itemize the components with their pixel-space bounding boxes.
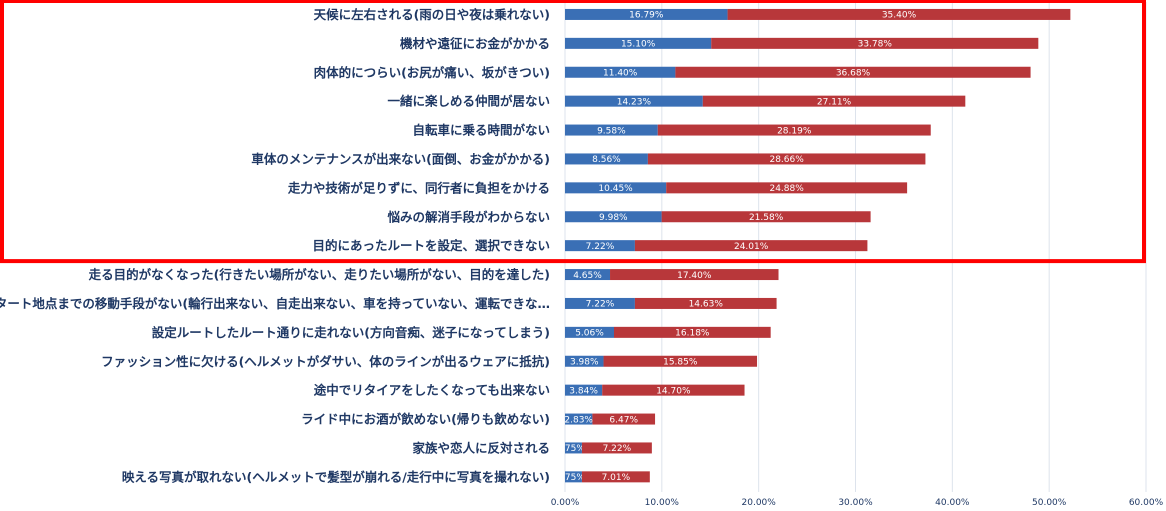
data-label: 7.22% xyxy=(603,444,632,454)
category-label: 一緒に楽しめる仲間が居ない xyxy=(387,94,550,109)
bar-segment-red xyxy=(602,384,745,396)
bar-segment-blue xyxy=(565,384,603,396)
data-label: 2.83% xyxy=(564,415,593,425)
bar-segment-blue xyxy=(565,211,662,223)
data-label: 28.66% xyxy=(769,155,804,165)
category-label: ライド中にお酒が飲めない(帰りも飲めない) xyxy=(301,412,550,427)
category-label: 肉体的につらい(お尻が痛い、坂がきつい) xyxy=(314,65,550,80)
data-label: 3.98% xyxy=(570,357,599,367)
bar-segment-blue xyxy=(565,297,635,309)
bar-segment-red xyxy=(661,211,871,223)
data-label: 16.79% xyxy=(629,11,664,21)
data-label: 7.22% xyxy=(586,242,615,252)
category-label: 走力や技術が足りずに、同行者に負担をかける xyxy=(288,180,550,195)
data-label: .75% xyxy=(562,473,585,483)
category-label: 設定ルートしたルート通りに走れない(方向音痴、迷子になってしまう) xyxy=(152,325,550,340)
bar-segment-blue xyxy=(565,182,667,194)
data-label: 35.40% xyxy=(882,11,917,21)
bar-segment-blue xyxy=(565,442,582,454)
data-label: 9.58% xyxy=(597,126,626,136)
bar-segment-red xyxy=(581,442,652,454)
bar-segment-red xyxy=(727,8,1071,20)
category-label: ファッション性に欠ける(ヘルメットがダサい、体のラインが出るウェアに抵抗) xyxy=(101,354,550,369)
data-label: 9.98% xyxy=(599,213,628,223)
data-label: 28.19% xyxy=(777,126,812,136)
data-label: 27.11% xyxy=(817,97,852,107)
bar-segment-red xyxy=(634,297,777,309)
category-label: 悩みの解消手段がわからない xyxy=(386,209,550,224)
data-label: 24.88% xyxy=(769,184,804,194)
data-label: 14.23% xyxy=(617,97,652,107)
bars: 16.79% 35.40% 15.10% 33.78% 11.40% 36.68% 14.2… xyxy=(562,8,1071,483)
data-label: 21.58% xyxy=(749,213,784,223)
bar-segment-blue xyxy=(565,355,604,367)
bar-segment-red xyxy=(702,95,966,107)
bar-segment-blue xyxy=(565,240,635,252)
category-label: 映える写真が取れない(ヘルメットで髪型が崩れる/走行中に写真を撮れない) xyxy=(122,469,550,484)
x-tick-label: 60.00% xyxy=(1129,498,1164,508)
data-label: 4.65% xyxy=(573,271,602,281)
bar-segment-blue xyxy=(565,413,593,425)
data-label: 11.40% xyxy=(603,68,638,78)
bar-segment-blue xyxy=(565,66,676,78)
x-tick-label: 10.00% xyxy=(645,498,680,508)
category-label: 自転車に乗る時間がない xyxy=(412,123,550,138)
bar-segment-red xyxy=(666,182,908,194)
category-label: 機材や遠征にお金がかかる xyxy=(400,36,550,51)
bar-segment-blue xyxy=(565,153,648,165)
bar-segment-blue xyxy=(565,8,728,20)
data-label: 36.68% xyxy=(836,68,871,78)
data-label: 33.78% xyxy=(858,40,893,50)
data-label: 3.84% xyxy=(569,386,598,396)
bar-segment-blue xyxy=(565,37,712,49)
bar-segment-blue xyxy=(565,326,614,338)
data-label: 24.01% xyxy=(734,242,769,252)
data-label: 16.18% xyxy=(675,329,710,339)
category-label: 目的にあったルートを設定、選択できない xyxy=(312,238,550,253)
data-label: 15.85% xyxy=(663,357,698,367)
category-label: 途中でリタイアをしたくなっても出来ない xyxy=(314,383,550,398)
data-label: 14.63% xyxy=(689,300,724,310)
data-label: 14.70% xyxy=(656,386,691,396)
bar-segment-blue xyxy=(565,269,611,281)
bar-segment-red xyxy=(647,153,926,165)
bar-segment-red xyxy=(613,326,771,338)
bar-segment-blue xyxy=(565,95,703,107)
data-label: .75% xyxy=(562,444,585,454)
bar-segment-red xyxy=(581,471,650,483)
x-axis-ticks: 0.00% 10.00% 20.00% 30.00% 40.00% 50.00% 60.00… xyxy=(551,498,1164,508)
bar-segment-blue xyxy=(565,124,658,136)
category-label: 天候に左右される(雨の日や夜は乗れない) xyxy=(314,7,550,22)
category-label: 車体のメンテナンスが出来ない(面倒、お金がかかる) xyxy=(251,151,550,166)
bar-segment-red xyxy=(634,240,868,252)
x-tick-label: 30.00% xyxy=(838,498,873,508)
x-tick-label: 50.00% xyxy=(1032,498,1067,508)
bar-segment-red xyxy=(603,355,758,367)
bar-segment-red xyxy=(592,413,656,425)
data-label: 7.22% xyxy=(586,300,615,310)
x-tick-label: 20.00% xyxy=(742,498,777,508)
bar-segment-red xyxy=(675,66,1031,78)
bar-segment-red xyxy=(610,269,779,281)
bar-segment-blue xyxy=(565,471,582,483)
data-label: 5.06% xyxy=(575,329,604,339)
highlight-rectangle xyxy=(0,0,1146,264)
data-label: 15.10% xyxy=(621,40,656,50)
category-label: スタート地点までの移動手段がない(輪行出来ない、自走出来ない、車を持っていない、… xyxy=(0,296,550,311)
bar-segment-red xyxy=(657,124,931,136)
bar-segment-red xyxy=(711,37,1039,49)
data-label: 10.45% xyxy=(598,184,633,194)
category-label: 走る目的がなくなった(行きたい場所がない、走りたい場所がない、目的を達した) xyxy=(89,267,550,282)
x-tick-label: 0.00% xyxy=(551,498,580,508)
data-label: 8.56% xyxy=(592,155,621,165)
data-label: 7.01% xyxy=(602,473,631,483)
data-label: 6.47% xyxy=(609,415,638,425)
category-label: 家族や恋人に反対される xyxy=(412,440,550,455)
data-label: 17.40% xyxy=(677,271,712,281)
category-labels: 天候に左右される(雨の日や夜は乗れない) 機材や遠征にお金がかかる肉体的につらい(… xyxy=(0,7,550,484)
highlight-box xyxy=(0,0,1146,264)
x-tick-label: 40.00% xyxy=(935,498,970,508)
